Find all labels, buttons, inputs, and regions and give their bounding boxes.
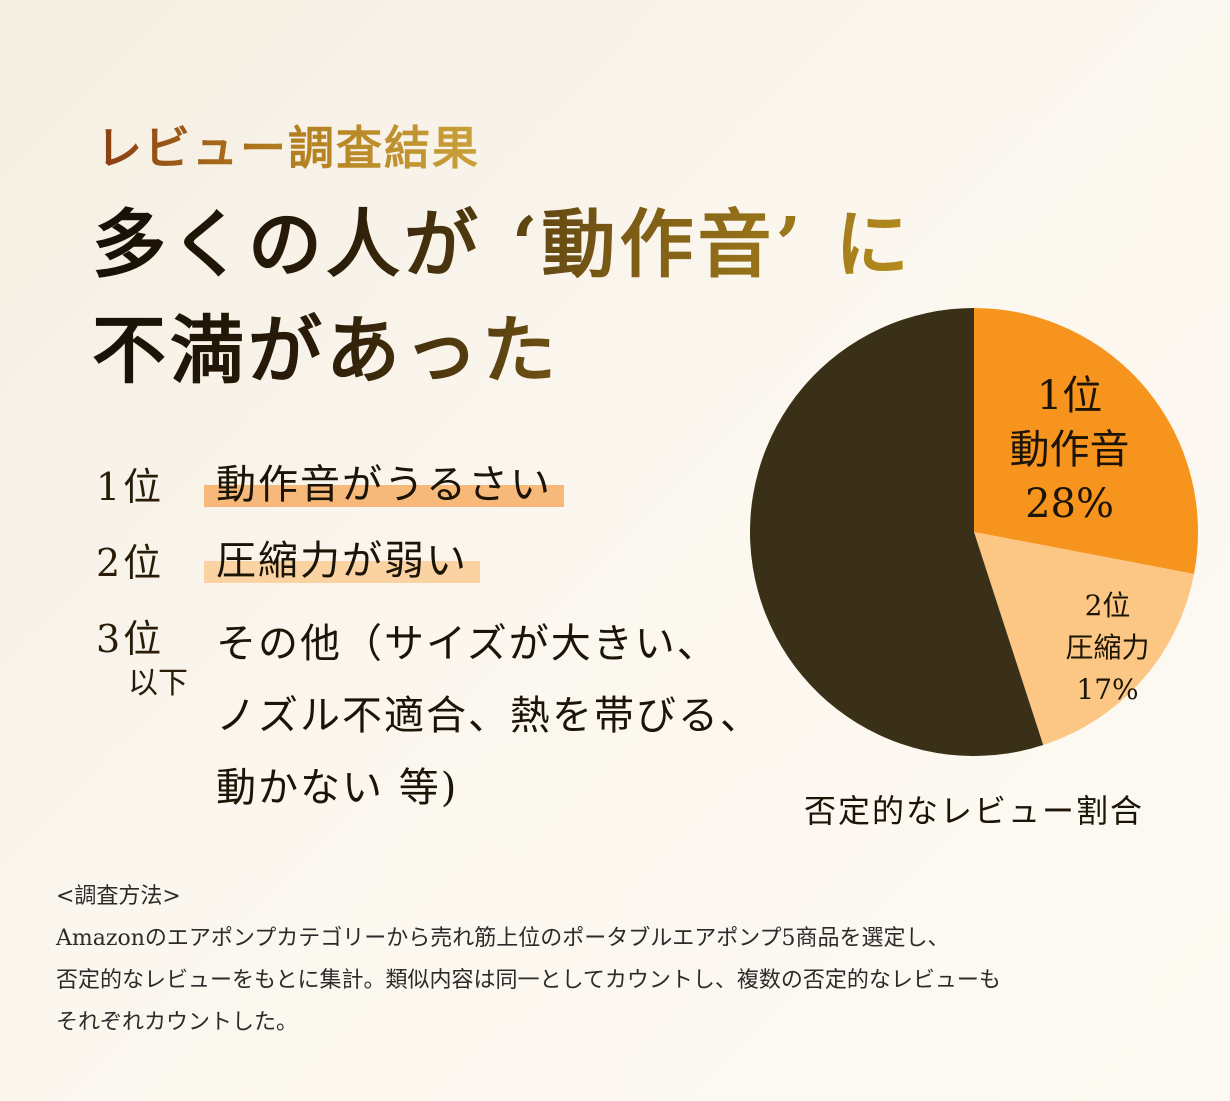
rank-text-highlight: 圧縮力が弱い <box>204 532 480 590</box>
pie-slice-2-label: 圧縮力 <box>1066 631 1150 664</box>
rank-label: 1位 <box>96 465 165 509</box>
survey-method-line: Amazonのエアポンプカテゴリーから売れ筋上位のポータブルエアポンプ5商品を選… <box>56 926 950 951</box>
page-title-line-1: 多くの人が ‘動作音’ に <box>92 202 914 288</box>
rank-text-line: 動かない 等) <box>216 765 459 811</box>
pie-slice-1 <box>974 308 1198 574</box>
pie-slice-2-label: 2位 <box>1085 589 1131 622</box>
survey-method-line: それぞれカウントした。 <box>56 1010 299 1035</box>
pie-slice-1-label: 1位 <box>1037 373 1102 419</box>
survey-method-heading: <調査方法> <box>56 884 181 909</box>
survey-method-line: 否定的なレビューをもとに集計。類似内容は同一としてカウントし、複数の否定的なレビ… <box>56 968 1001 993</box>
chart-title: 否定的なレビュー割合 <box>804 792 1145 830</box>
pie-slice-1-label: 28% <box>1025 481 1114 527</box>
survey-method: <調査方法> Amazonのエアポンプカテゴリーから売れ筋上位のポータブルエアポ… <box>56 876 1176 1044</box>
rank-text-line: その他（サイズが大きい、 <box>216 621 719 667</box>
rank-text-line: ノズル不適合、熱を帯びる、 <box>216 693 762 739</box>
section-eyebrow: レビュー調査結果 <box>96 112 480 178</box>
rank-label: 2位 <box>96 541 165 585</box>
pie-slice-2 <box>974 532 1195 746</box>
pie-chart: 1位動作音 28% 2位圧縮力 17% <box>748 306 1200 758</box>
rank-text-highlight: 動作音がうるさい <box>204 456 564 514</box>
rank-sub-label: 以下 <box>128 666 188 701</box>
pie-slice-2-label: 17% <box>1076 673 1138 706</box>
pie-slice-3 <box>750 308 1044 756</box>
pie-slice-1-label: 動作音 <box>1010 427 1130 473</box>
rank-label: 3位 <box>96 617 165 661</box>
